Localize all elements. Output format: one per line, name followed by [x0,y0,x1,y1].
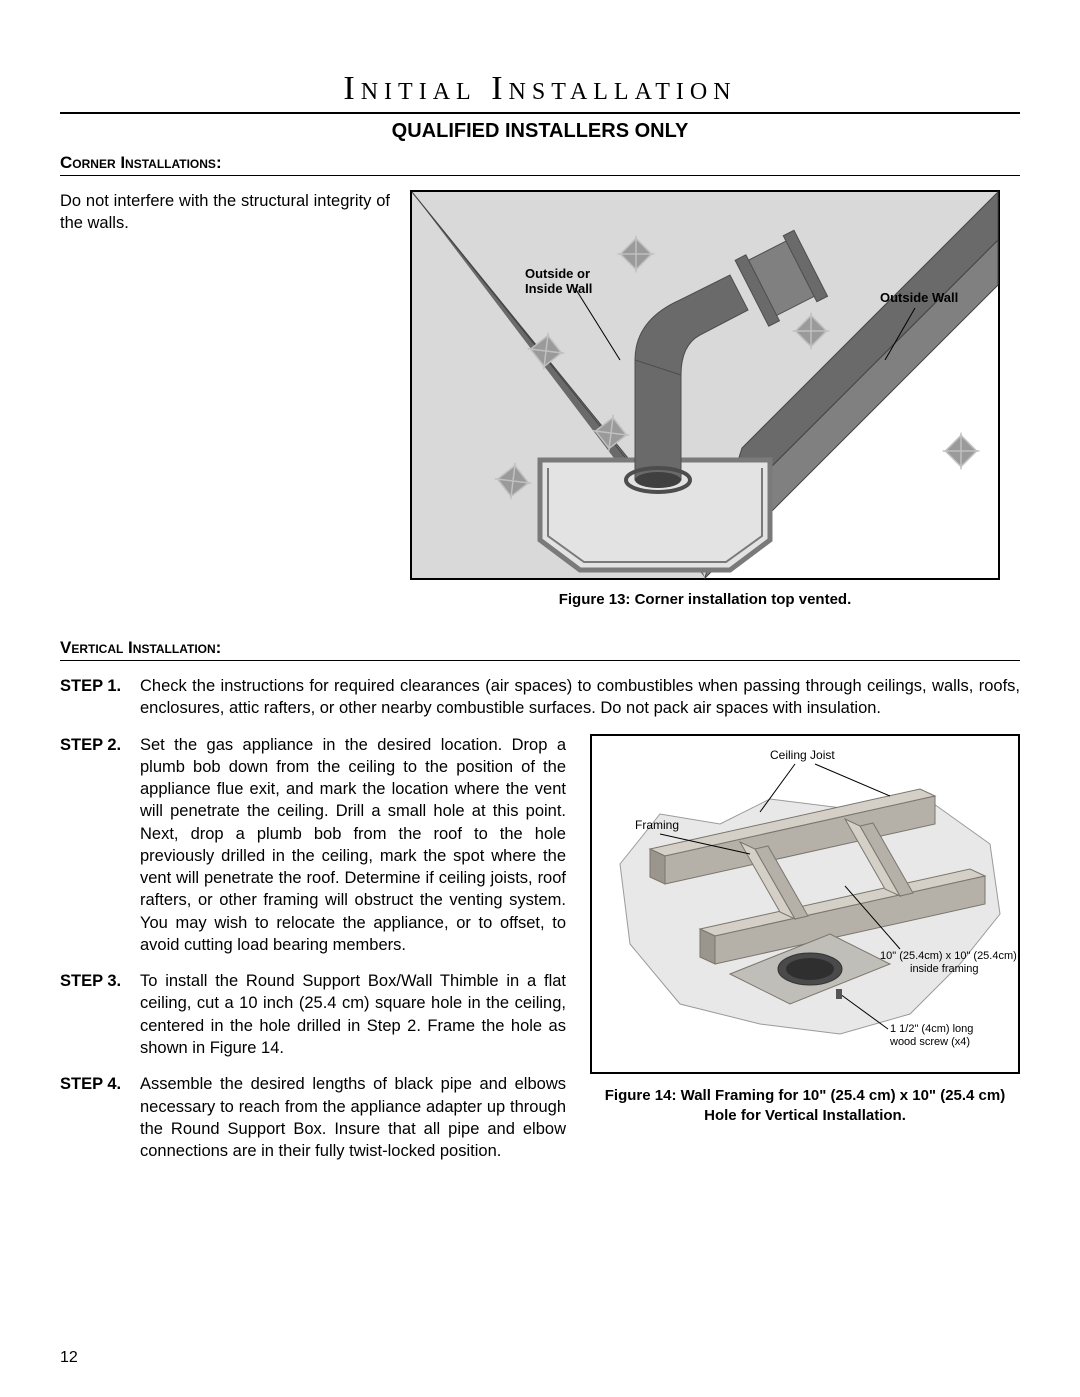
step-body: To install the Round Support Box/Wall Th… [140,970,566,1059]
section-heading-corner: Corner Installations: [60,153,1020,176]
figure-13-svg: Outside orInside Wall Outside Wall [410,190,1000,580]
step-4: STEP 4. Assemble the desired lengths of … [60,1073,566,1162]
step-label: STEP 3. [60,970,140,1059]
section-heading-vertical: Vertical Installation: [60,638,1020,661]
page-subtitle: QUALIFIED INSTALLERS ONLY [60,120,1020,143]
svg-text:1 1/2" (4cm) longwood screw (x: 1 1/2" (4cm) longwood screw (x4) [889,1023,973,1048]
page-title: Initial Installation [60,70,1020,114]
svg-text:Outside orInside Wall: Outside orInside Wall [525,266,592,296]
figure-14-svg: Ceiling Joist Framing 10" (25.4cm) x 10"… [590,734,1020,1074]
svg-text:Ceiling Joist: Ceiling Joist [770,748,835,762]
step-body: Set the gas appliance in the desired loc… [140,734,566,957]
step-body: Check the instructions for required clea… [140,675,1020,720]
figure-13-caption: Figure 13: Corner installation top vente… [410,591,1000,608]
figure-14-caption: Figure 14: Wall Framing for 10" (25.4 cm… [590,1086,1020,1127]
corner-row: Do not interfere with the structural int… [60,190,1020,608]
step-1: STEP 1. Check the instructions for requi… [60,675,1020,720]
step-3: STEP 3. To install the Round Support Box… [60,970,566,1059]
svg-text:Outside Wall: Outside Wall [880,290,958,305]
svg-text:Framing: Framing [635,818,679,832]
step-body: Assemble the desired lengths of black pi… [140,1073,566,1162]
corner-text: Do not interfere with the structural int… [60,190,390,235]
page-number: 12 [60,1349,78,1367]
step-label: STEP 1. [60,675,140,720]
step-2: STEP 2. Set the gas appliance in the des… [60,734,566,957]
steps-block: STEP 1. Check the instructions for requi… [60,675,1020,1176]
step-label: STEP 2. [60,734,140,957]
step-label: STEP 4. [60,1073,140,1162]
